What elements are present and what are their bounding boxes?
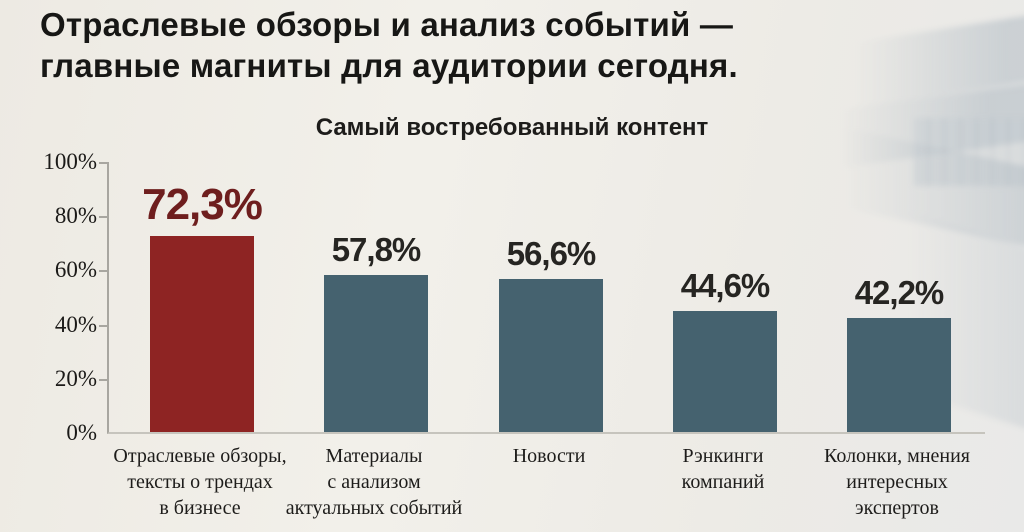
bar-rect — [150, 236, 254, 432]
y-axis-tick-mark — [99, 162, 109, 164]
y-axis-tick-label: 20% — [54, 365, 97, 391]
x-axis-labels: Отраслевые обзоры, тексты о трендах в бизн… — [0, 443, 1024, 529]
x-axis-category-line: Рэнкинги — [682, 445, 764, 467]
x-axis-category-line: с анализом — [327, 471, 421, 493]
bar-value-label: 42,2% — [854, 274, 945, 311]
bar-rect — [499, 279, 603, 432]
x-axis-category-line: тексты о трендах — [127, 471, 273, 493]
x-axis-category-label: Отраслевые обзоры, тексты о трендах в бизн… — [100, 443, 300, 521]
y-axis-tick-label: 0% — [66, 420, 97, 445]
page-title-line2: главные магниты для аудитории сегодня. — [40, 47, 738, 84]
bar-value-label: 57,8% — [331, 231, 422, 268]
bar-value-label: 44,6% — [680, 267, 771, 304]
plot-area: 0% 20% 40% 60% 80% 100% 72,3% 57,8% 56,6% 44,6% 42… — [43, 149, 985, 445]
y-axis-tick-label: 60% — [54, 257, 97, 283]
bar-value-label: 72,3% — [142, 180, 263, 229]
page-title: Отраслевые обзоры и анализ событий — глав… — [40, 4, 738, 86]
x-axis-category-line: Колонки, мнения — [823, 445, 971, 467]
building-shape — [854, 12, 1024, 110]
y-axis-tick-mark — [99, 216, 109, 219]
y-axis-tick-label: 40% — [54, 311, 97, 337]
x-axis-category-line: Материалы — [325, 445, 423, 467]
x-axis-category-label: Материалы с анализом актуальных событий — [274, 443, 474, 521]
page-title-line1: Отраслевые обзоры и анализ событий — — [40, 6, 734, 43]
x-axis-category-line: актуальных событий — [285, 497, 463, 519]
x-axis-category-line: в бизнесе — [159, 497, 241, 519]
chart-title: Самый востребованный контент — [315, 114, 709, 141]
bar-value-label: 56,6% — [506, 235, 597, 272]
x-axis-category-label: Новости — [449, 443, 649, 469]
x-axis-category-line: экспертов — [855, 497, 939, 519]
bar-chart: 0% 20% 40% 60% 80% 100% 72,3% 57,8% 56,6% 44,6% 42… — [43, 149, 985, 445]
bar-rect — [673, 311, 777, 432]
x-axis-category-line: компаний — [681, 471, 765, 493]
bar-rect — [324, 275, 428, 432]
y-axis-tick-label: 100% — [43, 149, 97, 174]
x-axis-category-line: Новости — [512, 445, 586, 467]
y-axis-tick-mark — [99, 324, 109, 327]
y-axis-tick-mark — [99, 270, 109, 273]
x-axis-category-line: Отраслевые обзоры, — [113, 445, 287, 467]
y-axis-tick-label: 80% — [54, 203, 97, 229]
x-axis-category-line: интересных — [846, 471, 948, 493]
x-axis-category-label: Колонки, мнения интересных экспертов — [797, 443, 997, 521]
bar-rect — [847, 318, 951, 432]
y-axis-tick-mark — [99, 378, 109, 381]
x-axis-category-label: Рэнкинги компаний — [623, 443, 823, 495]
